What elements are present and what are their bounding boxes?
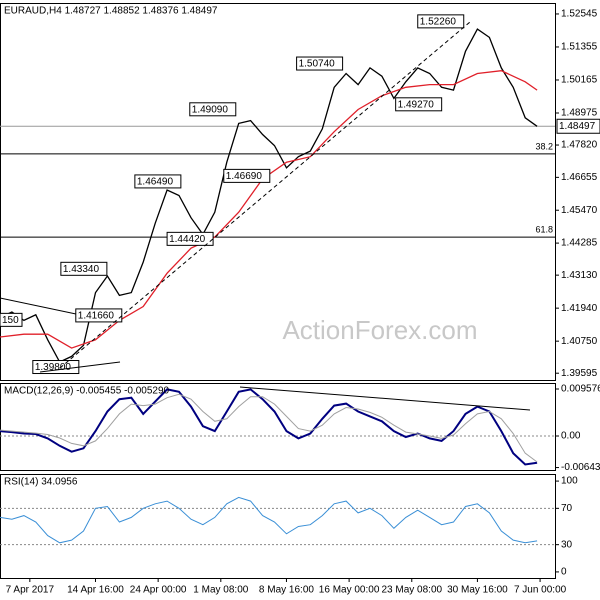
panel-title: RSI(14) 34.0956 [4,477,78,488]
last-price-box [556,118,600,134]
panel-body [0,496,555,546]
series-line [0,496,538,544]
y-tick-label: 1.50165 [561,75,598,86]
annotation-box [134,174,182,189]
annotation-label: 1.49270 [398,99,435,110]
annotation-box [395,97,443,112]
series-line [0,70,538,349]
annotation-box [0,312,23,327]
trend-line [0,297,77,315]
y-tick-label: 1.40750 [561,336,598,347]
series-line [0,393,538,463]
annotation-label: 1.46690 [226,171,263,182]
annotation-label: 1.41660 [78,311,115,322]
annotation-box [75,308,123,323]
y-tick-label: 1.51355 [561,42,598,53]
level-label: 61.8 [535,225,553,235]
series-line [0,388,538,466]
annotation-label: 150 [2,315,19,326]
y-tick-label: 1.52545 [561,9,598,20]
x-tick-label: 1 May 08:00 [193,585,248,596]
x-tick-label: 14 Apr 16:00 [67,585,124,596]
trend-lines [0,21,531,411]
y-tick-label: 0.00 [561,431,581,442]
y-tick-label: 1.39595 [561,368,598,379]
trend-line [39,361,121,373]
annotation-label: 1.52260 [420,17,457,28]
panel-title: MACD(12,26,9) -0.005455 -0.005290 [4,386,170,397]
panel [0,474,556,579]
annotation-box [417,14,465,29]
trend-line [59,21,471,369]
y-tick-label: 30 [561,539,573,550]
annotation-label: 1.43340 [63,264,100,275]
panel [0,3,556,381]
annotation-box [189,102,237,117]
annotation-box [60,261,108,276]
y-tick-label: 1.45470 [561,205,598,216]
y-tick-label: 1.46655 [561,172,598,183]
watermark: ActionForex.com [282,315,477,345]
panel-body [0,388,555,466]
annotation-box [296,56,344,71]
y-tick-label: 70 [561,503,573,514]
trend-line [239,386,531,411]
x-tick-label: 30 May 16:00 [447,585,508,596]
y-tick-label: 1.41940 [561,303,598,314]
annotation-label: 1.50740 [299,59,336,70]
annotation-label: 1.46490 [137,177,174,188]
y-tick-label: 1.44285 [561,238,598,249]
panel [0,383,556,471]
annotation-label: 1.44420 [169,234,206,245]
x-tick-label: 24 Apr 00:00 [130,585,187,596]
annotation-label: 1.49090 [192,104,229,115]
y-tick-label: 1.47820 [561,140,598,151]
panel-body: ActionForex.com 38.2 61.8 1.52260 1.50740 1.4… [0,14,555,375]
x-tick-label: 8 May 16:00 [259,585,314,596]
x-tick-label: 7 Apr 2017 [6,585,55,596]
annotation-box [166,231,214,246]
x-tick-label: 7 Jun 00:00 [514,585,567,596]
y-tick-label: 1.43130 [561,270,598,281]
last-price-label: 1.48497 [559,121,596,132]
x-tick-label: 23 May 08:00 [381,585,442,596]
panel-title: EURAUD,H4 1.48727 1.48852 1.48376 1.4849… [4,6,218,17]
annotation-label: 1.39800 [35,362,72,373]
level-label: 38.2 [535,141,553,151]
annotation-box [223,168,271,183]
y-tick-label: -0.006433 [561,462,600,473]
y-tick-label: 1.48975 [561,108,598,119]
y-tick-label: 0.009576 [561,384,600,395]
x-tick-label: 16 May 00:00 [319,585,380,596]
y-tick-label: 100 [561,476,578,487]
y-tick-label: 0 [561,567,567,578]
